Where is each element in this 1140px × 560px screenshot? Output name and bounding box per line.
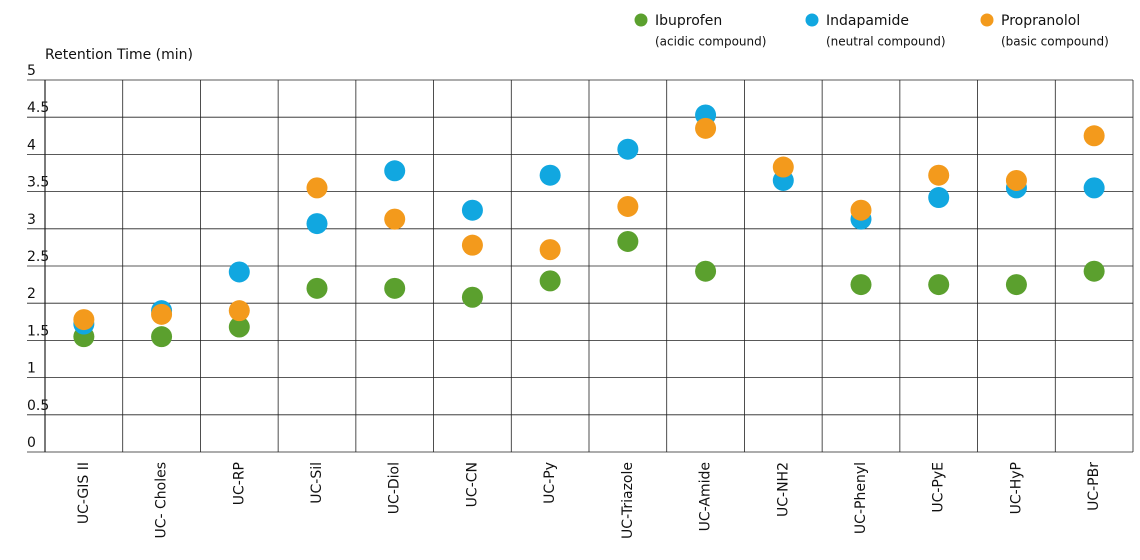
dot [617,195,639,217]
x-tick-label: UC-Phenyl [853,462,869,534]
legend-note: (basic compound) [1001,35,1109,49]
y-tick-label: 4.5 [27,100,49,116]
x-tick-label: UC-Py [542,462,558,504]
dot [306,277,328,299]
dot [461,234,483,256]
legend-marker [805,13,819,27]
dot [1005,169,1027,191]
x-tick-label: UC-PBr [1086,462,1102,511]
legend-label: Indapamide [826,13,909,29]
x-tick-label: UC-PyE [931,462,947,513]
dot [617,230,639,252]
dot [1083,260,1105,282]
dot [461,199,483,221]
y-tick-label: 1.5 [27,323,49,339]
dot [384,277,406,299]
x-tick-label: UC-Triazole [620,462,636,539]
legend-marker [980,13,994,27]
y-axis-label: Retention Time (min) [45,47,193,63]
y-tick-label: 5 [27,63,36,79]
dot [539,164,561,186]
x-tick-label: UC-HyP [1008,462,1024,514]
dot [617,138,639,160]
dot [228,300,250,322]
y-tick-label: 0.5 [27,398,49,414]
dot [928,274,950,296]
x-tick-label: UC-Amide [698,462,714,531]
y-tick-label: 2.5 [27,249,49,265]
y-tick-label: 4 [27,137,36,153]
dot [384,208,406,230]
x-tick-label: UC-RP [231,462,247,505]
dot [695,260,717,282]
legend-label: Propranolol [1001,13,1080,29]
dot [928,187,950,209]
y-tick-label: 1 [27,361,36,377]
dot [306,177,328,199]
x-tick-label: UC-NH2 [775,462,791,517]
dot [1083,125,1105,147]
dot [928,164,950,186]
dot [850,199,872,221]
x-tick-label: UC-GIS II [76,462,92,524]
dot [306,213,328,235]
dot [73,309,95,331]
y-tick-label: 3 [27,212,36,228]
legend-note: (neutral compound) [826,35,946,49]
x-tick-label: UC-CN [464,462,480,507]
dot [461,286,483,308]
x-tick-label: UC-Diol [387,462,403,514]
dot [539,239,561,261]
legend-marker [634,13,648,27]
dot [151,303,173,325]
dot [1005,274,1027,296]
dot [228,261,250,283]
dot [228,316,250,338]
dot [1083,177,1105,199]
dot [850,274,872,296]
x-tick-label: UC- Choles [154,462,170,539]
x-tick-label: UC-Sil [309,462,325,504]
y-tick-label: 3.5 [27,175,49,191]
dot [151,326,173,348]
dot [695,117,717,139]
legend-label: Ibuprofen [655,13,722,29]
y-tick-label: 2 [27,286,36,302]
dot [539,270,561,292]
y-tick-label: 0 [27,435,36,451]
dot [772,156,794,178]
dot [384,160,406,182]
legend-note: (acidic compound) [655,35,766,49]
